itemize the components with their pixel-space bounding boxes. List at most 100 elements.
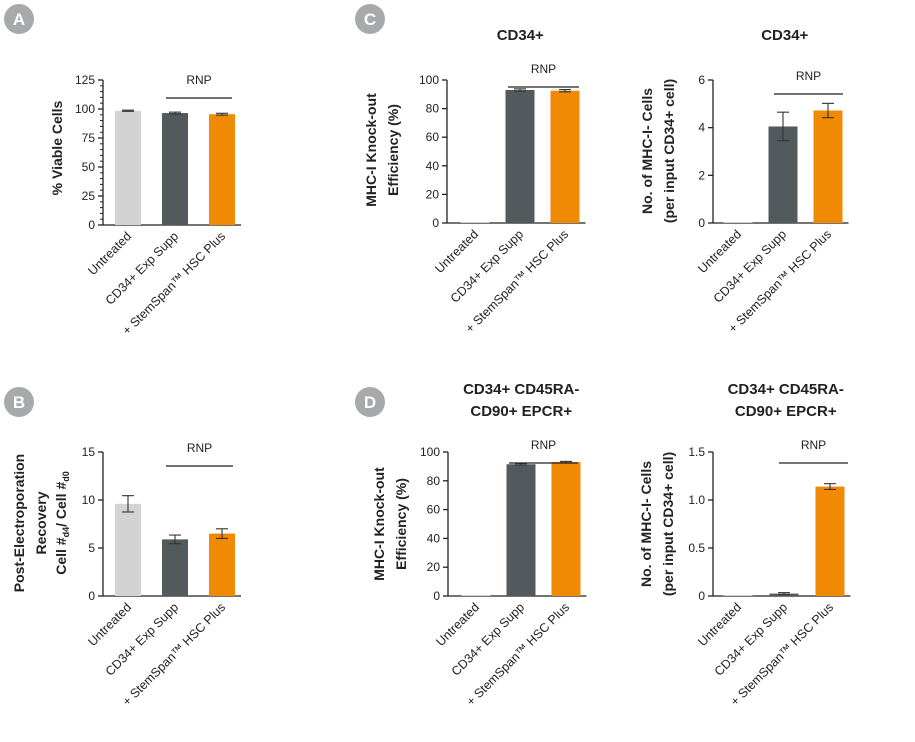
y-tick-label: 80 — [427, 474, 441, 488]
bar-untreated — [115, 503, 141, 596]
rnp-label: RNP — [186, 73, 211, 87]
y-tick-label: 40 — [426, 159, 440, 173]
chart-title: CD34+ — [497, 27, 544, 44]
chart-title: CD34+ CD45RA- — [463, 381, 579, 398]
y-tick-label: 0 — [698, 216, 705, 230]
error-bar — [169, 111, 181, 115]
rnp-label: RNP — [187, 441, 212, 455]
error-bar — [822, 102, 834, 119]
y-axis-label-line: Post-Electroporation — [11, 454, 27, 592]
panel-badge-d: D — [355, 387, 385, 417]
panel-badge-label: A — [13, 10, 25, 29]
chart-d2: CD34+ CD45RA- CD90+ EPCR+ 0 0.5 1.0 1.5 No. of… — [638, 381, 851, 709]
y-tick-label: 100 — [419, 73, 439, 87]
panel-badge-label: C — [364, 10, 376, 29]
error-bar — [559, 89, 571, 93]
y-tick-label: 20 — [427, 560, 441, 574]
y-tick-label: 0 — [433, 589, 440, 603]
y-axis-label-line: MHC-I Knock-out — [363, 93, 379, 207]
category-label: Untreated — [85, 600, 134, 649]
y-tick-label: 100 — [420, 445, 440, 459]
bar-hsc-plus — [551, 462, 581, 596]
y-tick-label: 0 — [88, 218, 95, 232]
error-bar — [216, 528, 228, 539]
y-tick-label: 6 — [698, 73, 705, 87]
error-bar — [514, 88, 526, 92]
y-tick-label: 1.0 — [688, 493, 705, 507]
chart-title: CD34+ — [761, 27, 808, 44]
y-tick-label: 0 — [432, 216, 439, 230]
chart-c1: CD34+ 0 20 40 60 80 100 MHC-I Knock-out Efficien… — [363, 27, 586, 336]
y-tick-label: 20 — [426, 187, 440, 201]
y-tick-label: 40 — [427, 531, 441, 545]
rnp-bracket: RNP — [166, 73, 232, 99]
chart-title: CD90+ EPCR+ — [735, 403, 837, 420]
rnp-label: RNP — [796, 69, 821, 83]
rnp-label: RNP — [531, 62, 556, 76]
chart-c2: CD34+ 0 2 4 6 No. of MHC-I- Cells (per input C… — [639, 27, 849, 336]
category-label: Untreated — [85, 229, 134, 278]
bar-exp-supp — [505, 90, 535, 223]
chart-title: CD34+ CD45RA- — [728, 381, 844, 398]
category-label: Untreated — [695, 600, 744, 649]
rnp-bracket: RNP — [509, 438, 578, 464]
error-bar — [122, 109, 134, 112]
rnp-bracket: RNP — [779, 438, 848, 464]
panel-badge-circle — [355, 4, 385, 34]
rnp-bracket: RNP — [508, 62, 579, 88]
error-bar — [216, 112, 228, 116]
y-axis-label-line: Cell #d4/ Cell #d0 — [53, 471, 71, 575]
panel-badge-b: B — [4, 387, 34, 417]
y-tick-label: 0 — [88, 589, 95, 603]
bar-untreated — [115, 110, 141, 225]
y-tick-label: 1.5 — [688, 445, 705, 459]
y-axis-label-line: MHC-I Knock-out — [371, 467, 387, 581]
y-tick-label: 125 — [75, 73, 95, 87]
bar-exp-supp — [768, 126, 798, 223]
panel-badge-circle — [4, 387, 34, 417]
bar-hsc-plus — [815, 486, 845, 596]
bar-exp-supp — [506, 464, 536, 596]
rnp-label: RNP — [531, 438, 556, 452]
y-tick-label: 100 — [75, 102, 95, 116]
y-tick-label: 80 — [426, 102, 440, 116]
y-axis-label-line: (per input CD34+ cell) — [660, 452, 676, 596]
y-axis-label-line: % Viable Cells — [49, 100, 65, 195]
y-tick-label: 5 — [88, 541, 95, 555]
rnp-bracket: RNP — [774, 69, 843, 95]
y-tick-label: 2 — [698, 168, 705, 182]
panel-badge-circle — [4, 4, 34, 34]
y-tick-label: 10 — [82, 493, 96, 507]
y-tick-label: 4 — [698, 121, 705, 135]
error-bar — [824, 483, 836, 490]
panel-badge-label: D — [364, 393, 376, 412]
y-axis-label-line: Recovery — [33, 491, 49, 554]
chart-d1: CD34+ CD45RA- CD90+ EPCR+ 0 20 40 60 80 100 MHC-… — [371, 381, 587, 709]
error-bar — [777, 111, 789, 142]
y-tick-label: 15 — [82, 445, 96, 459]
panel-badge-c: C — [355, 4, 385, 34]
chart-title: CD90+ EPCR+ — [470, 403, 572, 420]
y-axis-label-line: No. of MHC-I- Cells — [639, 88, 655, 214]
y-axis-label-line: Efficiency (%) — [393, 478, 409, 570]
panel-badge-a: A — [4, 4, 34, 34]
y-axis-label-line: (per input CD34+ cell) — [661, 79, 677, 223]
rnp-bracket: RNP — [166, 441, 233, 467]
y-tick-label: 60 — [427, 503, 441, 517]
bar-untreated — [723, 222, 753, 223]
bar-untreated — [723, 595, 753, 596]
panel-badge-circle — [355, 387, 385, 417]
error-bar — [778, 592, 790, 596]
bar-exp-supp — [162, 539, 188, 596]
rnp-label: RNP — [801, 438, 826, 452]
bar-hsc-plus — [550, 90, 580, 223]
bar-untreated — [460, 222, 490, 223]
y-axis-label-line: Efficiency (%) — [385, 104, 401, 196]
bar-untreated — [461, 595, 491, 596]
bar-exp-supp — [162, 113, 188, 225]
y-tick-label: 0.5 — [688, 541, 705, 555]
y-axis-label-line: No. of MHC-I- Cells — [638, 461, 654, 587]
